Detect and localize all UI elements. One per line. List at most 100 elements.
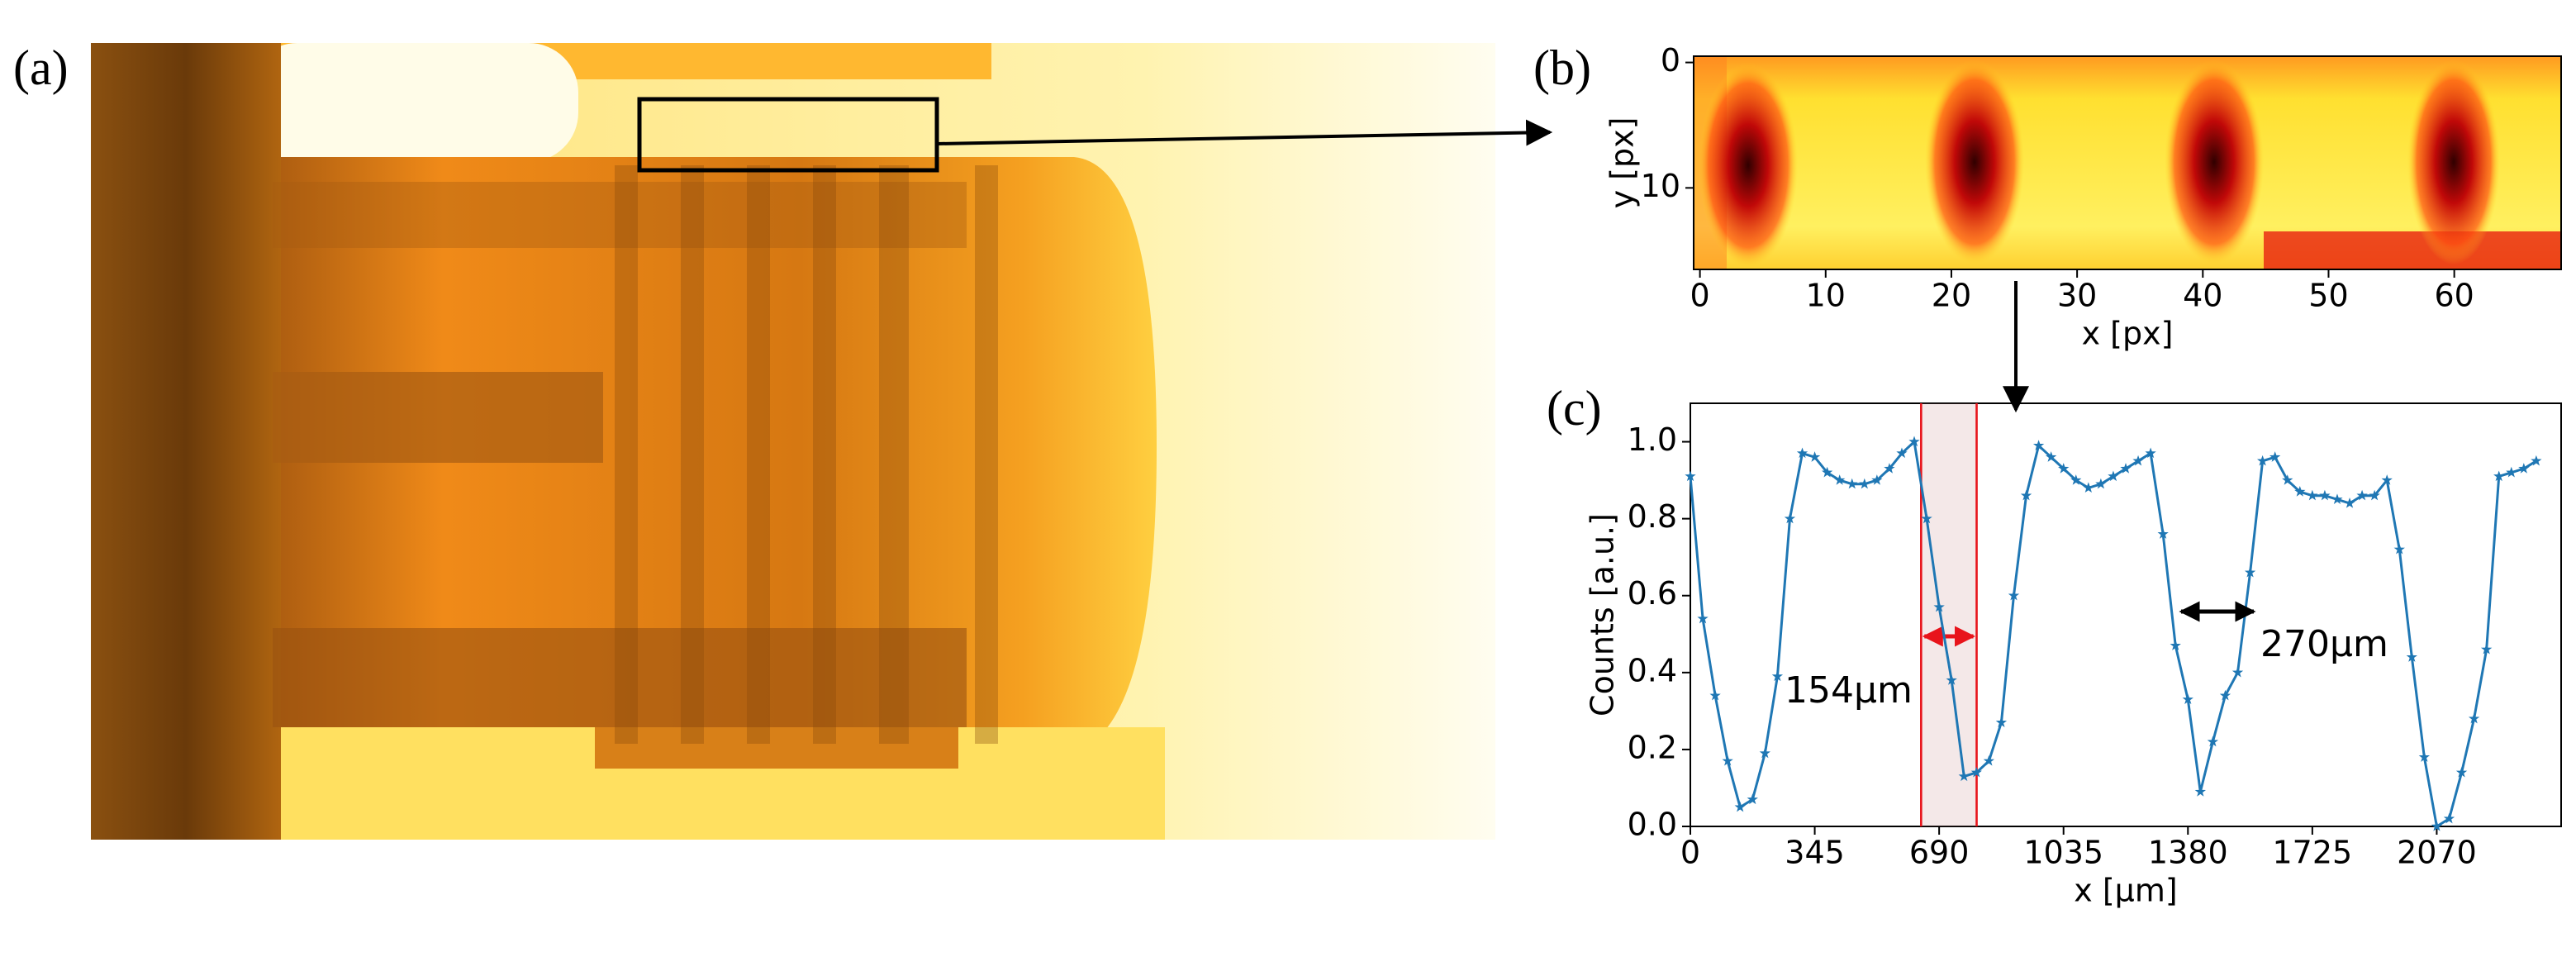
x-tick-label: 2070: [2397, 835, 2477, 871]
micrograph: [91, 43, 1495, 840]
y-tick-label: 0.6: [1628, 575, 1677, 612]
y-axis-label: y [px]: [1604, 117, 1641, 209]
data-point: [1685, 470, 1696, 482]
data-point: [2095, 478, 2107, 489]
data-point: [2493, 470, 2505, 482]
data-point: [2344, 498, 2355, 508]
x-tick-label: 1035: [2023, 835, 2103, 871]
data-point: [1722, 755, 1733, 766]
data-point: [1784, 512, 1796, 524]
data-point: [1871, 474, 1883, 485]
x-tick-label: 50: [2308, 278, 2348, 314]
shaded-span: [1921, 403, 1977, 826]
axes-frame: [1693, 55, 2562, 270]
y-tick-label: 0.0: [1628, 807, 1677, 843]
axes-frame: [1690, 402, 2562, 827]
data-point: [1859, 478, 1870, 489]
data-point: [2455, 766, 2468, 778]
data-point: [1970, 766, 1982, 778]
data-point: [1933, 601, 1945, 612]
data-point: [1983, 755, 1995, 766]
data-point: [1747, 793, 1758, 805]
annotation: 154μm: [1785, 669, 1913, 712]
data-point: [2157, 528, 2169, 539]
data-point: [2256, 455, 2269, 466]
panel-label: (c): [1547, 381, 1602, 436]
y-tick-label: 0.4: [1628, 652, 1677, 688]
x-axis-label: x [px]: [2082, 316, 2174, 352]
y-tick-label: 0.2: [1628, 729, 1677, 765]
x-tick-label: 20: [1932, 278, 1971, 314]
data-line: [1689, 439, 2537, 829]
data-point: [2506, 466, 2517, 478]
data-point: [1771, 670, 1784, 682]
x-axis-label: x [μm]: [2074, 873, 2177, 909]
annotation: 270μm: [2260, 623, 2388, 665]
data-point: [2020, 489, 2032, 501]
y-axis-label: Counts [a.u.]: [1585, 513, 1621, 717]
data-point: [2307, 489, 2318, 501]
data-point: [2319, 489, 2331, 501]
x-tick-label: 1725: [2272, 835, 2352, 871]
data-point: [2231, 666, 2244, 678]
data-point: [2120, 463, 2132, 474]
x-tick-label: 0: [1680, 835, 1700, 871]
data-point: [2032, 440, 2045, 450]
x-tick-label: 60: [2434, 278, 2474, 314]
data-point: [2269, 451, 2281, 462]
data-point: [1896, 447, 1908, 459]
data-point: [2294, 486, 2306, 497]
x-tick-label: 1380: [2148, 835, 2228, 871]
panel-label: (b): [1533, 40, 1591, 95]
data-point: [2481, 643, 2493, 655]
data-point: [1846, 478, 1858, 489]
x-tick-label: 690: [1909, 835, 1970, 871]
data-point: [2132, 455, 2144, 466]
data-point: [2058, 463, 2070, 474]
data-point: [1808, 451, 1821, 462]
data-point: [2170, 640, 2181, 650]
x-tick-label: 0: [1690, 278, 1710, 314]
data-point: [1796, 447, 1808, 459]
x-tick-label: 30: [2057, 278, 2097, 314]
y-tick-label: 10: [1641, 168, 1680, 204]
data-point: [2083, 482, 2094, 493]
data-point: [1734, 801, 1746, 812]
panel-label: (a): [13, 40, 69, 95]
data-point: [2518, 463, 2530, 474]
data-point: [2008, 589, 2020, 601]
data-point: [1995, 717, 2008, 727]
data-point: [2244, 566, 2256, 578]
data-point: [1709, 689, 1721, 701]
heatmap-image: [1694, 56, 2561, 269]
data-point: [2431, 821, 2443, 831]
data-point: [2070, 474, 2082, 485]
y-tick-label: 1.0: [1628, 421, 1677, 458]
data-point: [2393, 543, 2405, 555]
data-point: [2219, 689, 2231, 701]
data-point: [2331, 493, 2343, 505]
data-point: [1821, 466, 1833, 478]
data-point: [2406, 651, 2417, 662]
data-point: [2194, 786, 2206, 797]
roi-box: [637, 97, 939, 173]
data-point: [2369, 489, 2380, 501]
data-point: [2468, 712, 2480, 724]
data-point: [1946, 674, 1957, 685]
data-point: [1884, 463, 1895, 474]
y-tick-label: 0: [1661, 42, 1680, 79]
data-point: [2356, 489, 2368, 501]
data-point: [2182, 693, 2193, 705]
data-point: [2443, 812, 2455, 824]
data-point: [1921, 512, 1932, 524]
x-tick-label: 345: [1785, 835, 1845, 871]
data-point: [2145, 447, 2156, 459]
arrow: [936, 119, 1553, 146]
data-point: [1759, 747, 1770, 759]
x-tick-label: 40: [2183, 278, 2222, 314]
data-point: [2282, 474, 2293, 485]
data-point: [2381, 474, 2393, 485]
data-point: [1834, 474, 1846, 485]
